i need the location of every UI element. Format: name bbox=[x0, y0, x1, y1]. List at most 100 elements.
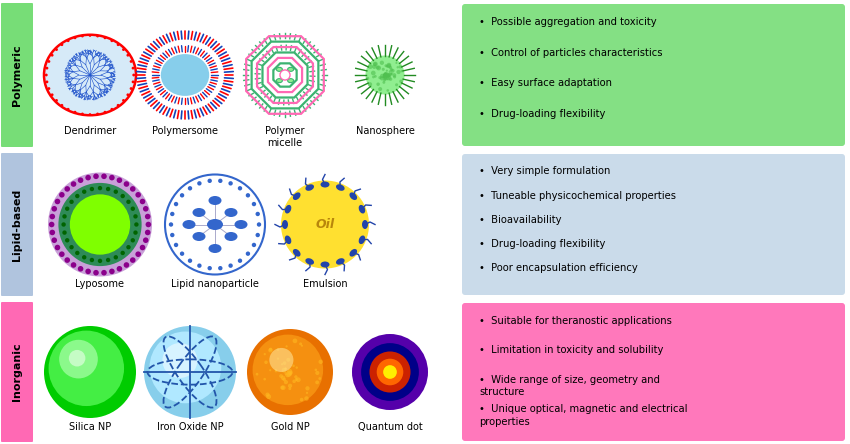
Circle shape bbox=[264, 378, 266, 381]
Circle shape bbox=[368, 64, 373, 69]
Ellipse shape bbox=[349, 192, 357, 200]
Circle shape bbox=[59, 192, 65, 198]
Text: Lipid-based: Lipid-based bbox=[12, 188, 22, 261]
Circle shape bbox=[52, 238, 57, 243]
Ellipse shape bbox=[208, 244, 222, 253]
Circle shape bbox=[285, 372, 288, 375]
Circle shape bbox=[388, 73, 390, 76]
FancyBboxPatch shape bbox=[1, 153, 33, 296]
Ellipse shape bbox=[276, 79, 282, 83]
Circle shape bbox=[130, 60, 133, 63]
Circle shape bbox=[366, 77, 369, 80]
Circle shape bbox=[288, 371, 292, 375]
Circle shape bbox=[382, 68, 385, 71]
Circle shape bbox=[281, 363, 283, 365]
Circle shape bbox=[382, 74, 388, 79]
Circle shape bbox=[275, 370, 277, 373]
Circle shape bbox=[387, 75, 390, 78]
Text: Polymersome: Polymersome bbox=[152, 126, 218, 136]
Circle shape bbox=[395, 62, 398, 64]
Circle shape bbox=[385, 73, 388, 77]
Text: •  Possible aggregation and toxicity: • Possible aggregation and toxicity bbox=[479, 17, 656, 27]
Circle shape bbox=[54, 245, 60, 250]
Circle shape bbox=[131, 238, 135, 242]
Text: Dendrimer: Dendrimer bbox=[64, 126, 116, 136]
Circle shape bbox=[170, 233, 174, 237]
Circle shape bbox=[218, 266, 223, 270]
Circle shape bbox=[59, 251, 65, 257]
Circle shape bbox=[48, 331, 124, 406]
Circle shape bbox=[82, 190, 87, 194]
Circle shape bbox=[116, 178, 122, 183]
Circle shape bbox=[256, 212, 260, 216]
Circle shape bbox=[70, 245, 74, 250]
Circle shape bbox=[361, 343, 419, 401]
Circle shape bbox=[238, 186, 242, 190]
Circle shape bbox=[372, 75, 375, 78]
Circle shape bbox=[286, 373, 291, 377]
Circle shape bbox=[396, 70, 400, 74]
FancyBboxPatch shape bbox=[462, 4, 845, 146]
Circle shape bbox=[165, 174, 265, 274]
Circle shape bbox=[269, 348, 273, 353]
Circle shape bbox=[197, 181, 201, 186]
Circle shape bbox=[376, 66, 380, 69]
Circle shape bbox=[88, 113, 92, 116]
Circle shape bbox=[305, 386, 309, 390]
Circle shape bbox=[143, 206, 149, 212]
Text: Polymeric: Polymeric bbox=[12, 44, 22, 106]
Circle shape bbox=[388, 77, 393, 81]
Circle shape bbox=[101, 270, 107, 275]
Circle shape bbox=[282, 377, 286, 381]
Circle shape bbox=[132, 67, 134, 70]
Circle shape bbox=[256, 373, 258, 376]
Circle shape bbox=[280, 376, 286, 380]
FancyBboxPatch shape bbox=[1, 302, 33, 442]
Circle shape bbox=[65, 238, 70, 242]
Text: Polymer
micelle: Polymer micelle bbox=[265, 126, 305, 147]
Ellipse shape bbox=[276, 67, 282, 71]
Circle shape bbox=[121, 194, 125, 198]
Circle shape bbox=[180, 251, 184, 256]
Circle shape bbox=[61, 222, 65, 227]
Circle shape bbox=[374, 75, 377, 78]
Circle shape bbox=[70, 194, 130, 255]
Circle shape bbox=[59, 183, 142, 266]
Circle shape bbox=[55, 99, 58, 102]
Circle shape bbox=[46, 67, 48, 70]
Circle shape bbox=[266, 394, 271, 399]
Circle shape bbox=[384, 64, 388, 67]
Circle shape bbox=[285, 367, 286, 369]
Circle shape bbox=[279, 374, 283, 378]
Ellipse shape bbox=[305, 184, 314, 191]
Text: Emulsion: Emulsion bbox=[303, 278, 348, 289]
Circle shape bbox=[372, 65, 377, 69]
Text: •  Bioavailability: • Bioavailability bbox=[479, 215, 562, 225]
Circle shape bbox=[315, 371, 320, 375]
Circle shape bbox=[388, 70, 391, 72]
Text: •  Tuneable physicochemical properties: • Tuneable physicochemical properties bbox=[479, 190, 676, 201]
Circle shape bbox=[384, 73, 387, 75]
Ellipse shape bbox=[44, 35, 136, 115]
Circle shape bbox=[109, 269, 115, 274]
Circle shape bbox=[229, 181, 233, 186]
Text: Lipid nanoparticle: Lipid nanoparticle bbox=[171, 278, 259, 289]
Circle shape bbox=[106, 187, 110, 191]
Circle shape bbox=[162, 343, 197, 378]
Circle shape bbox=[98, 259, 102, 263]
Circle shape bbox=[247, 329, 333, 415]
Circle shape bbox=[387, 63, 391, 67]
Circle shape bbox=[170, 212, 174, 216]
Circle shape bbox=[382, 74, 387, 77]
Circle shape bbox=[289, 373, 292, 376]
Text: Nanosphere: Nanosphere bbox=[355, 126, 415, 136]
Circle shape bbox=[275, 369, 277, 371]
Circle shape bbox=[319, 360, 323, 364]
Circle shape bbox=[90, 187, 94, 191]
Circle shape bbox=[130, 87, 133, 90]
Circle shape bbox=[393, 75, 396, 79]
Circle shape bbox=[370, 352, 411, 392]
Ellipse shape bbox=[349, 249, 357, 257]
Circle shape bbox=[388, 66, 392, 69]
Text: Silica NP: Silica NP bbox=[69, 422, 111, 432]
